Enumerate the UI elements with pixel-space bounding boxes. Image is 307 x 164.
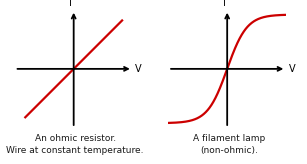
Text: I: I [223,0,226,8]
Text: I: I [69,0,72,8]
Text: V: V [135,64,142,74]
Text: V: V [289,64,295,74]
Text: A filament lamp
(non-ohmic).: A filament lamp (non-ohmic). [192,134,265,155]
Text: An ohmic resistor.
Wire at constant temperature.: An ohmic resistor. Wire at constant temp… [6,134,144,155]
